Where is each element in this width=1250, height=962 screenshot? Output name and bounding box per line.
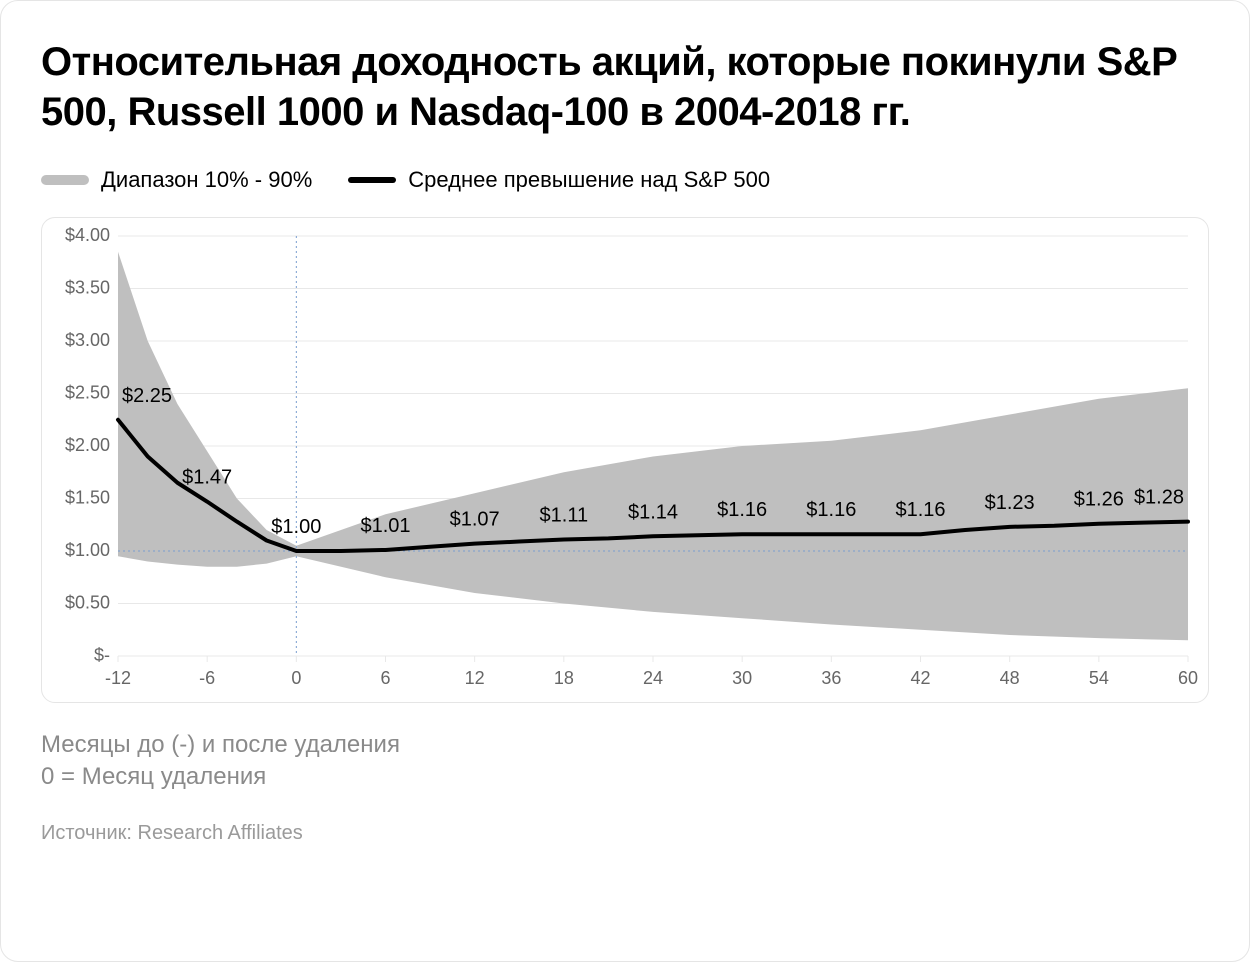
svg-text:12: 12	[465, 668, 485, 688]
chart-container: $- $0.50 $1.00 $1.50 $2.00 $2.50 $3.00 $3.50 $4.…	[41, 217, 1209, 703]
svg-text:$2.50: $2.50	[65, 383, 110, 403]
svg-text:30: 30	[732, 668, 752, 688]
svg-text:$3.00: $3.00	[65, 330, 110, 350]
svg-text:42: 42	[910, 668, 930, 688]
svg-text:-12: -12	[105, 668, 131, 688]
data-label: $1.16	[806, 499, 856, 521]
legend-item-band: Диапазон 10% - 90%	[41, 167, 312, 193]
svg-text:54: 54	[1089, 668, 1109, 688]
data-label: $1.28	[1134, 487, 1184, 509]
svg-text:18: 18	[554, 668, 574, 688]
svg-text:$0.50: $0.50	[65, 593, 110, 613]
footnote-line-2: 0 = Месяц удаления	[41, 761, 1209, 793]
svg-text:36: 36	[821, 668, 841, 688]
svg-text:-6: -6	[199, 668, 215, 688]
data-label: $1.26	[1074, 489, 1124, 511]
data-label: $2.25	[122, 385, 172, 407]
data-label: $1.01	[360, 515, 410, 537]
band-swatch-icon	[41, 175, 89, 185]
svg-text:24: 24	[643, 668, 663, 688]
data-label: $1.23	[985, 492, 1035, 514]
legend-line-label: Среднее превышение над S&P 500	[408, 167, 770, 193]
svg-text:$3.50: $3.50	[65, 278, 110, 298]
svg-text:0: 0	[291, 668, 301, 688]
source-text: Источник: Research Affiliates	[41, 822, 1209, 845]
data-label: $1.11	[540, 504, 589, 526]
data-label: $1.00	[271, 516, 321, 538]
chart-card: Относительная доходность акций, которые …	[0, 0, 1250, 962]
svg-text:$4.00: $4.00	[65, 226, 110, 245]
svg-text:$1.00: $1.00	[65, 540, 110, 560]
svg-text:$-: $-	[94, 645, 110, 665]
data-label: $1.14	[628, 501, 678, 523]
svg-text:48: 48	[1000, 668, 1020, 688]
chart-title: Относительная доходность акций, которые …	[41, 37, 1209, 137]
legend-band-label: Диапазон 10% - 90%	[101, 167, 312, 193]
data-label: $1.16	[895, 499, 945, 521]
data-label: $1.07	[450, 509, 500, 531]
data-label: $1.16	[717, 499, 767, 521]
svg-text:$2.00: $2.00	[65, 435, 110, 455]
svg-text:6: 6	[380, 668, 390, 688]
svg-text:60: 60	[1178, 668, 1198, 688]
svg-text:$1.50: $1.50	[65, 488, 110, 508]
line-swatch-icon	[348, 177, 396, 183]
data-label: $1.47	[182, 467, 232, 489]
legend: Диапазон 10% - 90% Среднее превышение на…	[41, 167, 1209, 193]
line-band-chart: $- $0.50 $1.00 $1.50 $2.00 $2.50 $3.00 $3.50 $4.…	[48, 226, 1198, 696]
footnote-line-1: Месяцы до (-) и после удаления	[41, 729, 1209, 761]
footnote: Месяцы до (-) и после удаления 0 = Месяц…	[41, 729, 1209, 794]
legend-item-line: Среднее превышение над S&P 500	[348, 167, 770, 193]
